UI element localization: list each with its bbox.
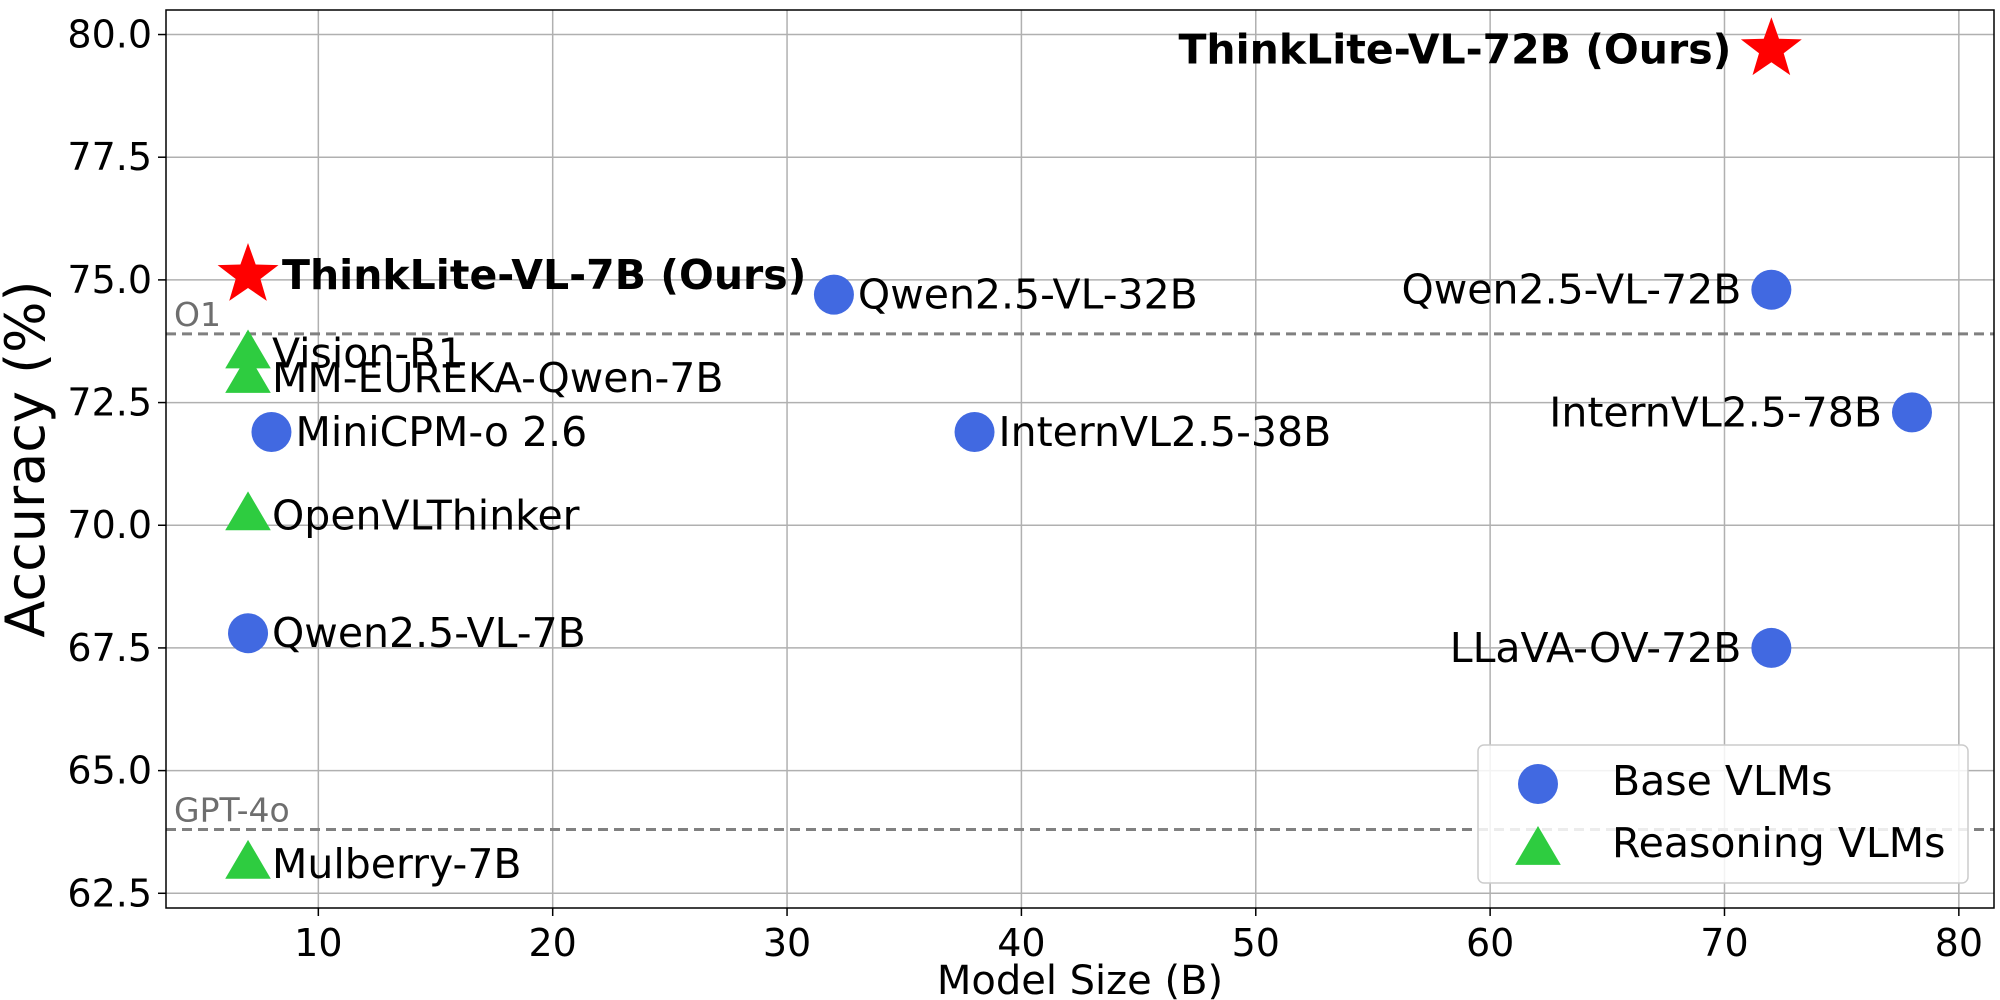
legend-circle-marker — [1518, 764, 1558, 804]
x-tick-label: 60 — [1466, 921, 1514, 965]
point-internvl2-5-38b — [954, 412, 995, 453]
x-tick-label: 80 — [1935, 921, 1983, 965]
reference-label-o1: O1 — [174, 295, 221, 334]
y-tick-label: 72.5 — [67, 381, 152, 425]
point-internvl2-5-78b — [1891, 392, 1932, 433]
data-points — [217, 17, 1932, 879]
point-minicpm-o-2-6 — [251, 412, 292, 453]
y-axis-ticks: 62.5 65.0 67.5 70.0 72.5 75.0 77.5 80.0 — [67, 13, 166, 915]
point-label-openvlthinker: OpenVLThinker — [272, 491, 580, 539]
y-axis-label: Accuracy (%) — [0, 280, 57, 637]
point-label-internvl2-5-78b: InternVL2.5-78B — [1549, 388, 1882, 436]
point-label-mulberry-7b: Mulberry-7B — [272, 840, 522, 888]
legend: Base VLMs Reasoning VLMs — [1477, 744, 1969, 884]
x-tick-label: 50 — [1232, 921, 1280, 965]
x-tick-label: 40 — [997, 921, 1045, 965]
point-vision-r1 — [225, 329, 271, 369]
point-label-qwen2-5-vl-72b: Qwen2.5-VL-72B — [1401, 266, 1741, 314]
legend-label-base-vlms: Base VLMs — [1612, 757, 1833, 805]
point-qwen2-5-vl-72b — [1751, 269, 1792, 310]
x-tick-label: 30 — [763, 921, 811, 965]
y-tick-label: 70.0 — [67, 503, 152, 547]
y-tick-label: 77.5 — [67, 135, 152, 179]
plot-frame — [165, 9, 1995, 909]
y-tick-label: 80.0 — [67, 13, 152, 57]
y-tick-label: 65.0 — [67, 749, 152, 793]
legend-box — [1477, 744, 1969, 884]
y-tick-label: 62.5 — [67, 871, 152, 915]
x-tick-label: 20 — [529, 921, 577, 965]
point-label-vision-r1: Vision-R1 — [272, 329, 464, 377]
point-mulberry-7b — [225, 839, 271, 879]
x-axis-ticks: 10 20 30 40 50 60 70 80 — [294, 908, 1983, 965]
point-label-qwen2-5-vl-7b: Qwen2.5-VL-7B — [272, 609, 586, 657]
reference-lines: O1 GPT-4o — [166, 295, 1994, 831]
x-tick-label: 70 — [1700, 921, 1748, 965]
point-qwen2-5-vl-7b — [228, 613, 269, 654]
point-openvlthinker — [225, 491, 271, 531]
point-mm-eureka-qwen-7b — [225, 354, 271, 393]
y-tick-label: 67.5 — [67, 626, 152, 670]
x-axis-label: Model Size (B) — [937, 958, 1223, 1000]
point-llava-ov-72b — [1751, 627, 1792, 668]
x-tick-label: 10 — [294, 921, 342, 965]
point-thinklite-vl-72b-ours — [1740, 17, 1802, 76]
legend-triangle-marker — [1515, 826, 1561, 865]
point-label-llava-ov-72b: LLaVA-OV-72B — [1450, 624, 1742, 672]
point-label-minicpm-o-2-6: MiniCPM-o 2.6 — [295, 408, 587, 456]
point-thinklite-vl-7b-ours — [217, 243, 279, 301]
legend-label-reasoning-vlms: Reasoning VLMs — [1612, 819, 1946, 867]
y-tick-label: 75.0 — [67, 258, 152, 302]
point-qwen2-5-vl-32b — [813, 274, 854, 315]
point-label-mm-eureka-qwen-7b: MM-EUREKA-Qwen-7B — [272, 354, 723, 402]
point-labels: Qwen2.5-VL-7B MiniCPM-o 2.6 Qwen2.5-VL-32B… — [272, 25, 1882, 888]
reference-label-gpt-4o: GPT-4o — [174, 790, 290, 829]
point-label-qwen2-5-vl-32b: Qwen2.5-VL-32B — [858, 271, 1198, 319]
point-label-internvl2-5-38b: InternVL2.5-38B — [999, 408, 1332, 456]
point-label-thinklite-vl-7b-ours: ThinkLite-VL-7B (Ours) — [282, 251, 806, 299]
point-label-thinklite-vl-72b-ours: ThinkLite-VL-72B (Ours) — [1178, 25, 1731, 73]
